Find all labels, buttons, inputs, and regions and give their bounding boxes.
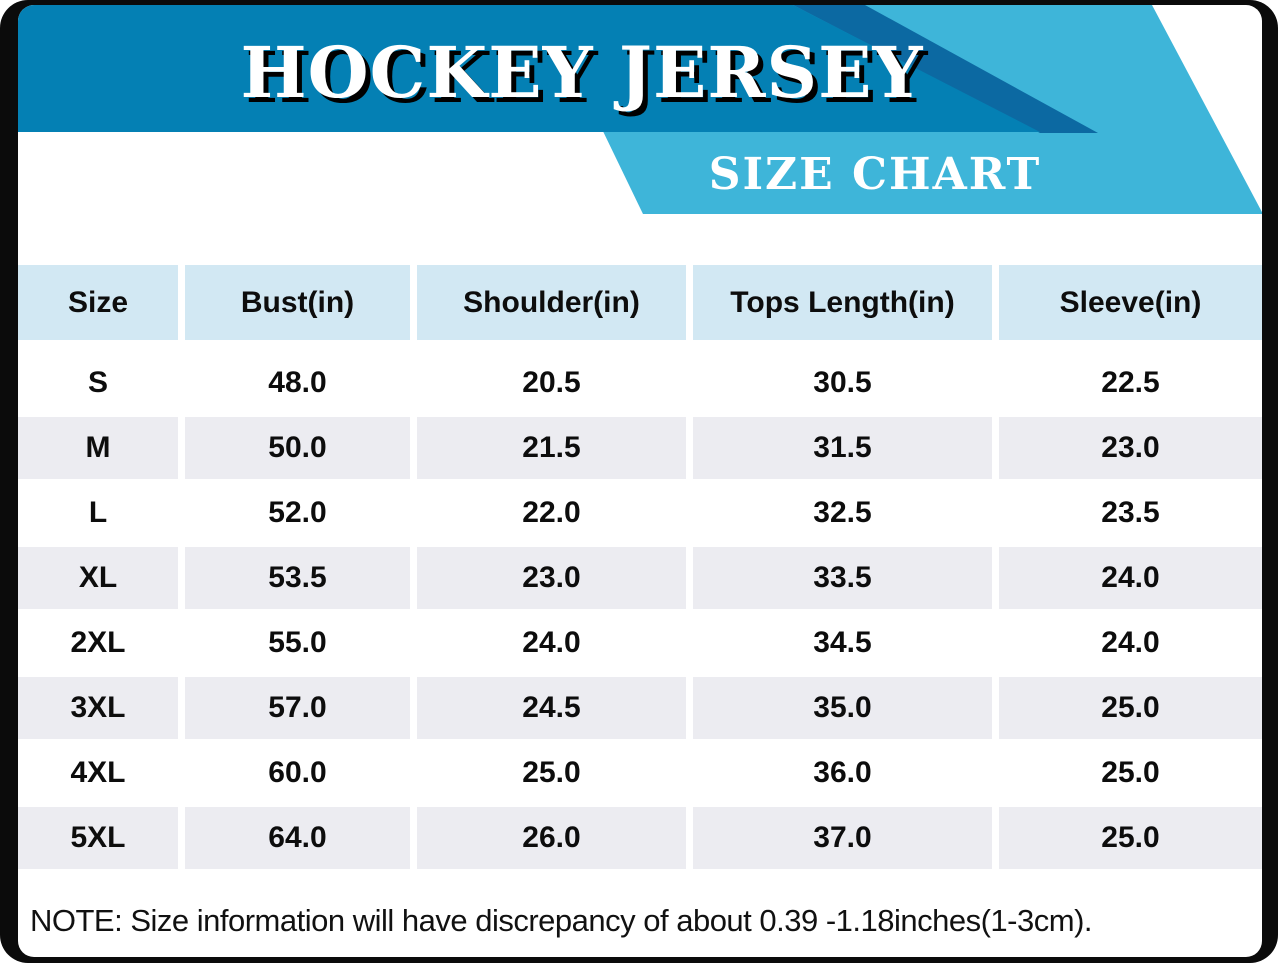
column-header-tops-length: Tops Length(in) (693, 265, 992, 340)
banner-dark-stripe (793, 5, 1098, 133)
value-cell: 52.0 (185, 482, 410, 544)
value-cell: 64.0 (185, 807, 410, 869)
value-cell: 37.0 (693, 807, 992, 869)
value-cell: 31.5 (693, 417, 992, 479)
value-cell: 21.5 (417, 417, 686, 479)
column-header-sleeve: Sleeve(in) (999, 265, 1262, 340)
size-chart-table: Size Bust(in) Shoulder(in) Tops Length(i… (18, 265, 1262, 872)
value-cell: 22.0 (417, 482, 686, 544)
table-row: XL 53.5 23.0 33.5 24.0 (18, 547, 1262, 609)
value-cell: 25.0 (999, 807, 1262, 869)
table-row: 4XL 60.0 25.0 36.0 25.0 (18, 742, 1262, 804)
value-cell: 53.5 (185, 547, 410, 609)
banner-title-shadow: HOCKEY JERSEY (246, 36, 929, 119)
page-title: HOCKEY JERSEY (241, 31, 924, 114)
size-cell: 3XL (18, 677, 178, 739)
value-cell: 48.0 (185, 352, 410, 414)
value-cell: 32.5 (693, 482, 992, 544)
value-cell: 25.0 (999, 677, 1262, 739)
value-cell: 22.5 (999, 352, 1262, 414)
value-cell: 25.0 (999, 742, 1262, 804)
column-header-size: Size (18, 265, 178, 340)
value-cell: 26.0 (417, 807, 686, 869)
column-header-shoulder: Shoulder(in) (417, 265, 686, 340)
table-row: 3XL 57.0 24.5 35.0 25.0 (18, 677, 1262, 739)
value-cell: 24.5 (417, 677, 686, 739)
value-cell: 60.0 (185, 742, 410, 804)
value-cell: 57.0 (185, 677, 410, 739)
value-cell: 34.5 (693, 612, 992, 674)
size-table-body: S 48.0 20.5 30.5 22.5 M 50.0 21.5 31.5 23.0 L 52.0 2… (18, 352, 1262, 869)
table-row: 2XL 55.0 24.0 34.5 24.0 (18, 612, 1262, 674)
size-cell: 4XL (18, 742, 178, 804)
column-header-bust: Bust(in) (185, 265, 410, 340)
value-cell: 35.0 (693, 677, 992, 739)
value-cell: 23.0 (999, 417, 1262, 479)
value-cell: 25.0 (417, 742, 686, 804)
value-cell: 23.0 (417, 547, 686, 609)
value-cell: 50.0 (185, 417, 410, 479)
page-content: HOCKEY JERSEY HOCKEY JERSEY SIZE CHART S… (18, 5, 1262, 957)
value-cell: 55.0 (185, 612, 410, 674)
size-cell: 2XL (18, 612, 178, 674)
table-header-row: Size Bust(in) Shoulder(in) Tops Length(i… (18, 265, 1262, 340)
value-cell: 33.5 (693, 547, 992, 609)
header-banner: HOCKEY JERSEY HOCKEY JERSEY SIZE CHART (18, 5, 1262, 214)
table-row: S 48.0 20.5 30.5 22.5 (18, 352, 1262, 414)
table-row: M 50.0 21.5 31.5 23.0 (18, 417, 1262, 479)
value-cell: 36.0 (693, 742, 992, 804)
size-cell: XL (18, 547, 178, 609)
banner-subtitle: SIZE CHART (709, 149, 1042, 200)
note-text: NOTE: Size information will have discrep… (30, 903, 1093, 938)
value-cell: 20.5 (417, 352, 686, 414)
banner-main-band (18, 5, 1040, 132)
table-row: 5XL 64.0 26.0 37.0 25.0 (18, 807, 1262, 869)
size-cell: M (18, 417, 178, 479)
size-cell: L (18, 482, 178, 544)
size-cell: 5XL (18, 807, 178, 869)
value-cell: 30.5 (693, 352, 992, 414)
table-row: L 52.0 22.0 32.5 23.5 (18, 482, 1262, 544)
value-cell: 23.5 (999, 482, 1262, 544)
value-cell: 24.0 (999, 547, 1262, 609)
value-cell: 24.0 (417, 612, 686, 674)
value-cell: 24.0 (999, 612, 1262, 674)
size-cell: S (18, 352, 178, 414)
